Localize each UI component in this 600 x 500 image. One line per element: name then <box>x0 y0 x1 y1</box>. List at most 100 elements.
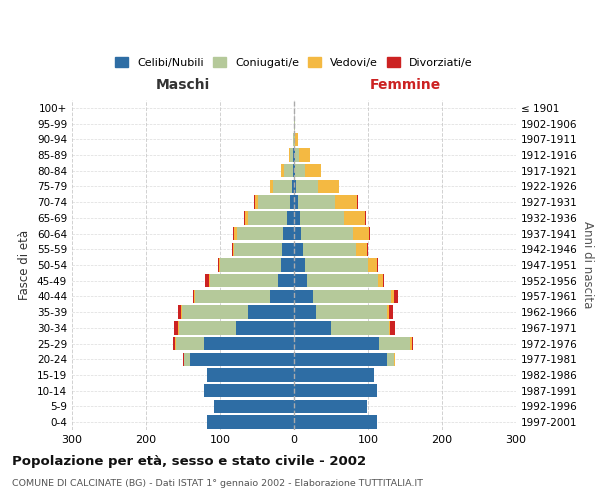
Bar <box>178 306 181 319</box>
Bar <box>305 258 368 272</box>
Bar <box>295 148 299 162</box>
Bar <box>294 337 379 350</box>
Bar <box>176 337 204 350</box>
Y-axis label: Fasce di età: Fasce di età <box>19 230 31 300</box>
Bar <box>233 242 234 256</box>
Bar <box>254 196 255 209</box>
Bar <box>294 290 313 303</box>
Bar <box>204 337 294 350</box>
Bar <box>248 211 287 224</box>
Bar <box>233 227 234 240</box>
Bar <box>183 352 184 366</box>
Bar <box>281 164 284 177</box>
Bar <box>290 148 293 162</box>
Bar <box>181 306 182 319</box>
Bar <box>331 321 389 334</box>
Bar <box>271 180 273 193</box>
Bar <box>357 196 358 209</box>
Bar <box>232 242 233 256</box>
Bar <box>377 274 383 287</box>
Bar <box>294 196 298 209</box>
Bar <box>386 306 389 319</box>
Bar <box>294 227 301 240</box>
Bar <box>296 180 319 193</box>
Bar <box>282 242 294 256</box>
Bar <box>294 306 316 319</box>
Bar <box>365 211 366 224</box>
Bar <box>294 180 296 193</box>
Bar <box>301 227 353 240</box>
Bar <box>214 400 294 413</box>
Bar <box>236 321 294 334</box>
Bar <box>299 148 310 162</box>
Bar <box>295 132 298 146</box>
Bar <box>184 352 190 366</box>
Bar <box>206 416 294 429</box>
Bar <box>289 148 290 162</box>
Bar <box>379 337 410 350</box>
Bar <box>259 196 290 209</box>
Text: Popolazione per età, sesso e stato civile - 2002: Popolazione per età, sesso e stato civil… <box>12 455 366 468</box>
Bar <box>193 290 194 303</box>
Bar <box>344 211 365 224</box>
Bar <box>269 180 271 193</box>
Bar <box>195 290 271 303</box>
Text: COMUNE DI CALCINATE (BG) - Dati ISTAT 1° gennaio 2002 - Elaborazione TUTTITALIA.: COMUNE DI CALCINATE (BG) - Dati ISTAT 1°… <box>12 478 423 488</box>
Bar <box>245 211 248 224</box>
Bar <box>205 274 209 287</box>
Bar <box>368 258 377 272</box>
Bar <box>412 337 413 350</box>
Bar <box>294 352 386 366</box>
Bar <box>218 258 220 272</box>
Bar <box>255 196 259 209</box>
Bar <box>294 117 295 130</box>
Bar <box>248 306 294 319</box>
Bar <box>294 384 377 398</box>
Bar <box>294 400 367 413</box>
Bar <box>174 321 178 334</box>
Bar <box>190 352 294 366</box>
Bar <box>284 164 293 177</box>
Bar <box>294 148 295 162</box>
Bar <box>389 306 393 319</box>
Bar <box>234 227 237 240</box>
Bar <box>300 211 344 224</box>
Bar <box>175 337 176 350</box>
Bar <box>294 321 331 334</box>
Bar <box>293 148 294 162</box>
Y-axis label: Anni di nascita: Anni di nascita <box>581 222 594 308</box>
Bar <box>294 368 374 382</box>
Bar <box>271 290 294 303</box>
Bar <box>283 227 294 240</box>
Bar <box>294 132 295 146</box>
Bar <box>303 242 356 256</box>
Bar <box>273 180 292 193</box>
Legend: Celibi/Nubili, Coniugati/e, Vedovi/e, Divorziati/e: Celibi/Nubili, Coniugati/e, Vedovi/e, Di… <box>111 53 477 72</box>
Bar <box>182 306 248 319</box>
Bar <box>237 227 283 240</box>
Bar <box>356 242 367 256</box>
Bar <box>244 211 245 224</box>
Bar <box>294 416 377 429</box>
Bar <box>294 242 303 256</box>
Bar <box>316 306 386 319</box>
Bar <box>293 132 294 146</box>
Bar <box>305 164 322 177</box>
Bar <box>389 321 390 334</box>
Bar <box>386 352 394 366</box>
Bar <box>178 321 179 334</box>
Bar <box>194 290 195 303</box>
Bar <box>179 321 236 334</box>
Bar <box>394 352 395 366</box>
Bar <box>298 196 335 209</box>
Bar <box>290 196 294 209</box>
Bar <box>204 384 294 398</box>
Bar <box>293 164 294 177</box>
Bar <box>206 368 294 382</box>
Bar <box>294 211 300 224</box>
Bar <box>307 274 377 287</box>
Bar <box>292 180 294 193</box>
Bar <box>367 242 368 256</box>
Bar <box>391 290 394 303</box>
Bar <box>353 227 370 240</box>
